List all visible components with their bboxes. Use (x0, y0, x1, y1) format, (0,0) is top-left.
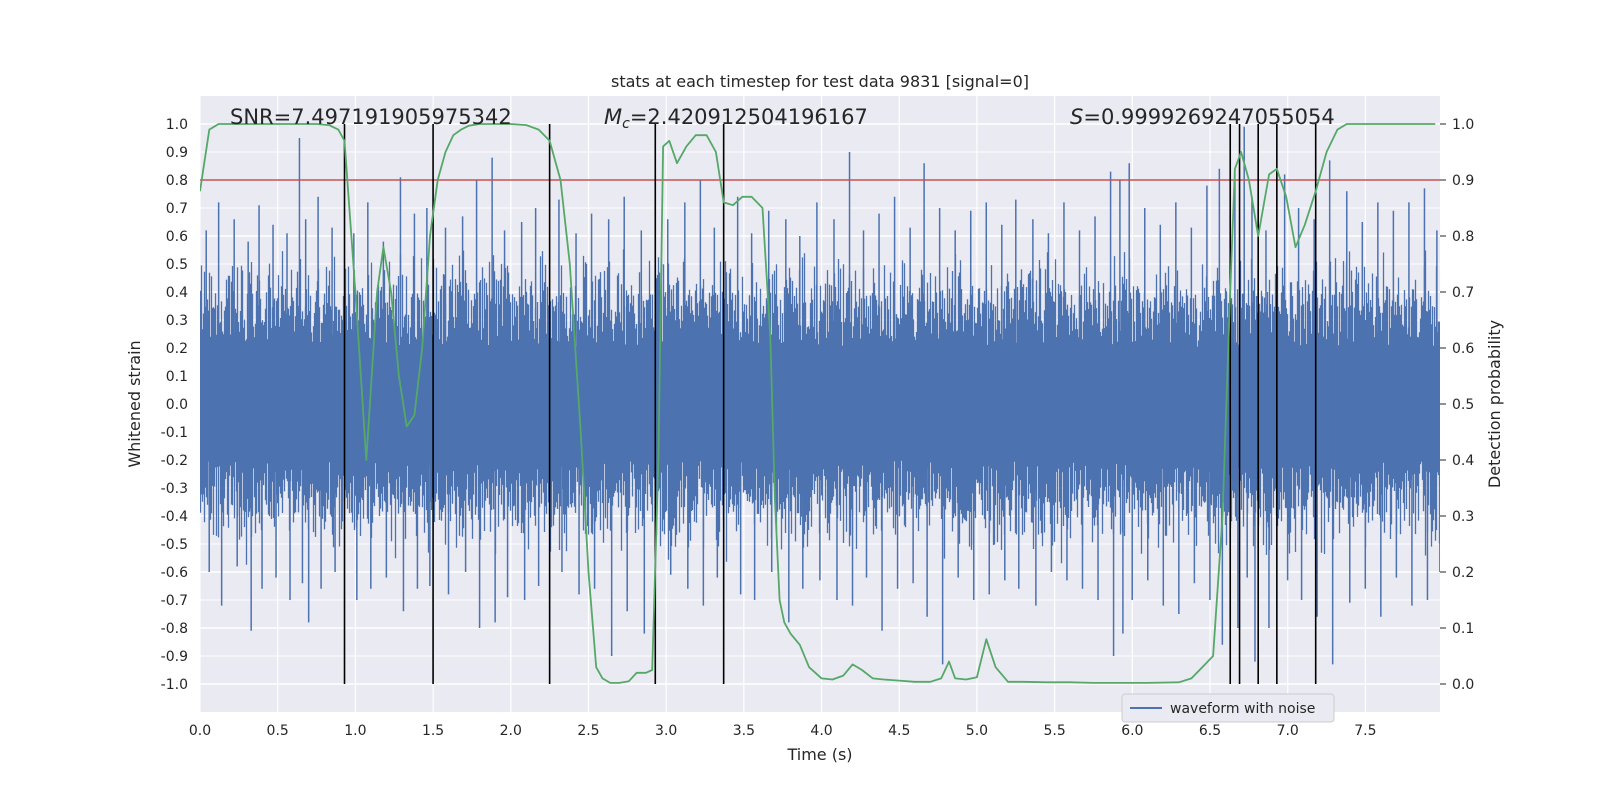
x-tick-label: 6.0 (1121, 723, 1143, 739)
y2-tick-label: 0.1 (1452, 621, 1474, 637)
y-tick-label: 0.3 (166, 313, 188, 329)
waveform-noise (200, 249, 1440, 565)
y-tick-label: -0.2 (161, 453, 188, 469)
x-tick-label: 0.5 (267, 723, 289, 739)
y2-tick-label: 0.8 (1452, 229, 1474, 245)
y2-tick-labels: 1.0 0.9 0.8 0.7 0.6 0.5 0.4 0.3 0.2 0.1 0.0 (1440, 117, 1474, 693)
x-tick-label: 5.5 (1044, 723, 1066, 739)
y2-tick-label: 0.2 (1452, 565, 1474, 581)
x-tick-label: 4.5 (888, 723, 910, 739)
score-symbol: S (1070, 105, 1083, 129)
score-value: =0.9999269247055054 (1083, 105, 1334, 129)
y-tick-label: 0.1 (166, 369, 188, 385)
y-tick-label: -0.9 (161, 649, 188, 665)
score-annotation: S=0.9999269247055054 (1070, 105, 1335, 129)
x-tick-label: 7.5 (1354, 723, 1376, 739)
x-tick-label: 4.0 (810, 723, 832, 739)
chirp-mass-symbol: M (604, 105, 622, 129)
y-tick-label: -0.6 (161, 565, 188, 581)
y-tick-label: -0.8 (161, 621, 188, 637)
chirp-mass-annotation: Mc=2.420912504196167 (604, 105, 868, 132)
y-tick-label: -0.3 (161, 481, 188, 497)
y-tick-label: -0.4 (161, 509, 188, 525)
x-tick-label: 7.0 (1277, 723, 1299, 739)
x-tick-label: 0.0 (189, 723, 211, 739)
y-tick-label: 0.7 (166, 201, 188, 217)
chirp-mass-subscript: c (622, 116, 630, 132)
x-tick-label: 2.0 (500, 723, 522, 739)
y-tick-label: 0.5 (166, 257, 188, 273)
y-axis-label: Whitened strain (125, 340, 144, 467)
x-tick-label: 1.5 (422, 723, 444, 739)
y-tick-label: 0.0 (166, 397, 188, 413)
overlay-lines (200, 124, 1440, 684)
snr-annotation: SNR=7.497191905975342 (230, 105, 512, 129)
legend-label-waveform: waveform with noise (1170, 701, 1315, 717)
y2-tick-label: 0.5 (1452, 397, 1474, 413)
y-tick-label: -1.0 (161, 677, 188, 693)
y-tick-label: 0.2 (166, 341, 188, 357)
x-tick-label: 3.0 (655, 723, 677, 739)
y-tick-label: -0.7 (161, 593, 188, 609)
y2-tick-label: 0.0 (1452, 677, 1474, 693)
x-tick-label: 3.5 (733, 723, 755, 739)
y-tick-label: -0.5 (161, 537, 188, 553)
legend-box (1121, 693, 1335, 723)
x-tick-label: 1.0 (344, 723, 366, 739)
y-tick-label: 0.4 (166, 285, 188, 301)
y2-tick-label: 0.9 (1452, 173, 1474, 189)
y2-tick-label: 0.6 (1452, 341, 1474, 357)
probability-line (200, 123, 1436, 684)
y2-axis-label: Detection probability (1485, 320, 1504, 488)
y2-tick-label: 0.3 (1452, 509, 1474, 525)
y2-tick-label: 0.7 (1452, 285, 1474, 301)
waveform-series (200, 126, 1440, 665)
x-tick-label: 5.0 (966, 723, 988, 739)
y-tick-labels: 1.0 0.9 0.8 0.7 0.6 0.5 0.4 0.3 0.2 0.1 0.0 -0.1 -0.… (161, 117, 188, 693)
x-tick-label: 2.5 (577, 723, 599, 739)
y2-tick-label: 1.0 (1452, 117, 1474, 133)
chart-title: stats at each timestep for test data 983… (611, 72, 1029, 91)
y-tick-label: 0.9 (166, 145, 188, 161)
x-axis-label: Time (s) (786, 745, 852, 764)
y-tick-label: 1.0 (166, 117, 188, 133)
y-tick-label: -0.1 (161, 425, 188, 441)
probability-series (200, 123, 1436, 684)
x-tick-label: 6.5 (1199, 723, 1221, 739)
y-tick-label: 0.6 (166, 229, 188, 245)
y2-tick-label: 0.4 (1452, 453, 1474, 469)
y-tick-label: 0.8 (166, 173, 188, 189)
x-tick-labels: 0.0 0.5 1.0 1.5 2.0 2.5 3.0 3.5 4.0 4.5 5.0 5.5 6.0 6… (189, 723, 1377, 739)
legend: waveform with noise (1121, 693, 1335, 723)
chirp-mass-value: =2.420912504196167 (630, 105, 868, 129)
